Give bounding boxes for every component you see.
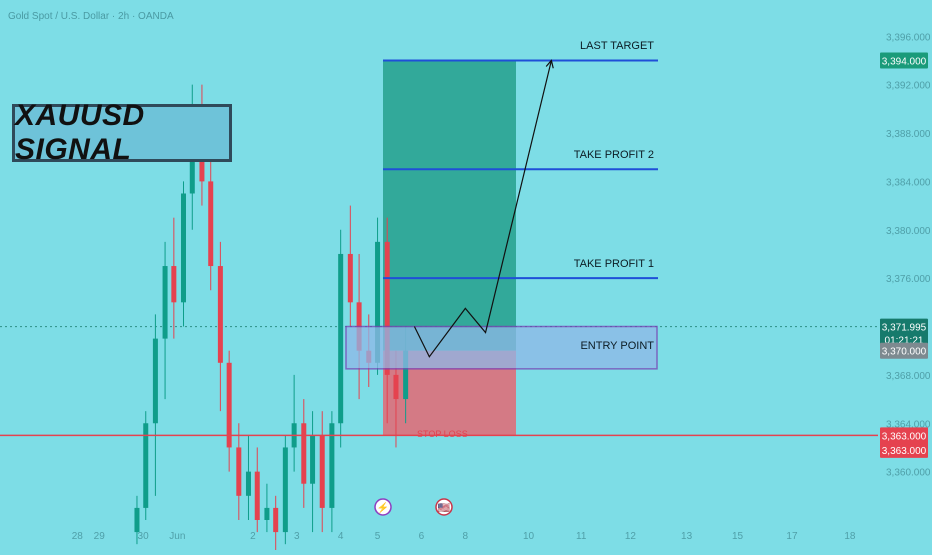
x-tick-label: 15 — [732, 531, 744, 542]
candle-body[interactable] — [236, 447, 242, 496]
candle-body[interactable] — [347, 253, 353, 303]
candle-body[interactable] — [375, 241, 381, 363]
candle-body[interactable] — [384, 241, 390, 375]
x-tick-label: 2 — [250, 531, 256, 542]
y-tick-label: 3,368.000 — [886, 371, 931, 382]
signal-title: XAUUSD SIGNAL — [15, 99, 145, 166]
stop-loss-label: STOP LOSS — [417, 429, 468, 440]
y-tick-label: 3,364.000 — [886, 419, 931, 430]
x-tick-label: 3 — [294, 531, 300, 542]
x-tick-label: 12 — [625, 531, 637, 542]
price-badge-text: 3,370.000 — [882, 347, 927, 358]
price-badge — [880, 342, 928, 359]
candle-body[interactable] — [403, 350, 409, 400]
price-badge-text: 3,371.995 — [882, 323, 927, 334]
projected-path — [413, 60, 552, 358]
candle-body[interactable] — [181, 193, 187, 303]
candle-body[interactable] — [245, 471, 251, 496]
y-tick-label: 3,376.000 — [886, 274, 931, 285]
price-badge — [880, 318, 928, 349]
candle-body[interactable] — [226, 362, 232, 448]
candle-body[interactable] — [134, 507, 140, 533]
candle-body[interactable] — [254, 471, 260, 520]
candle-body[interactable] — [393, 374, 399, 400]
price-badge — [880, 427, 928, 444]
price-badge-countdown: 01:21:21 — [885, 336, 924, 347]
y-tick-label: 3,396.000 — [886, 32, 931, 43]
y-tick-label: 3,392.000 — [886, 81, 931, 92]
candle-body[interactable] — [162, 266, 168, 339]
x-tick-label: 18 — [844, 531, 856, 542]
candle-body[interactable] — [301, 423, 307, 484]
x-tick-label: 29 — [94, 531, 106, 542]
x-tick-label: Jun — [169, 531, 185, 542]
candle-body[interactable] — [319, 435, 325, 508]
x-tick-label: 10 — [523, 531, 535, 542]
candle-body[interactable] — [152, 338, 158, 424]
y-tick-label: 3,380.000 — [886, 226, 931, 237]
lightning-icon[interactable] — [374, 498, 392, 516]
take-profit-2-label: TAKE PROFIT 2 — [573, 149, 654, 162]
candle-body[interactable] — [264, 507, 270, 520]
symbol-header: Gold Spot / U.S. Dollar · 2h · OANDA — [8, 11, 174, 22]
x-tick-label: 17 — [786, 531, 798, 542]
candle-body[interactable] — [282, 447, 288, 533]
price-badge — [880, 52, 928, 69]
projected-path-arrowhead — [545, 59, 554, 69]
entry-zone-box[interactable] — [345, 325, 658, 370]
candle-body[interactable] — [217, 266, 223, 363]
candle-body[interactable] — [273, 507, 279, 533]
us-flag-icon[interactable] — [435, 498, 453, 516]
x-tick-label: 13 — [681, 531, 693, 542]
x-tick-label: 30 — [138, 531, 150, 542]
y-tick-label: 3,384.000 — [886, 177, 931, 188]
signal-title-box: XAUUSD SIGNAL — [12, 99, 232, 166]
x-tick-label: 11 — [576, 531, 587, 542]
y-tick-label: 3,388.000 — [886, 129, 931, 140]
candle-body[interactable] — [338, 253, 344, 424]
last-target-label: LAST TARGET — [580, 40, 654, 53]
candle-body[interactable] — [310, 435, 316, 484]
lightning-icon-glyph: ⚡ — [377, 501, 389, 514]
y-tick-label: 3,360.000 — [886, 468, 931, 479]
entry-point-label: ENTRY POINT — [580, 340, 654, 353]
x-tick-label: 5 — [375, 531, 381, 542]
take-profit-1-label: TAKE PROFIT 1 — [573, 258, 654, 271]
profit-zone — [383, 60, 516, 351]
x-tick-label: 6 — [419, 531, 425, 542]
candle-body[interactable] — [171, 266, 177, 303]
x-tick-label: 4 — [338, 531, 344, 542]
price-badge — [880, 441, 928, 458]
us-flag-icon-glyph: 🇺🇸 — [438, 502, 451, 514]
candle-body[interactable] — [208, 181, 214, 267]
candle-body[interactable] — [329, 423, 335, 508]
candle-body[interactable] — [143, 423, 149, 508]
x-tick-label: 28 — [72, 531, 84, 542]
price-badge-text: 3,363.000 — [882, 431, 927, 442]
price-badge-text: 3,363.000 — [882, 446, 927, 457]
price-badge-text: 3,394.000 — [882, 56, 927, 67]
x-tick-label: 8 — [463, 531, 469, 542]
